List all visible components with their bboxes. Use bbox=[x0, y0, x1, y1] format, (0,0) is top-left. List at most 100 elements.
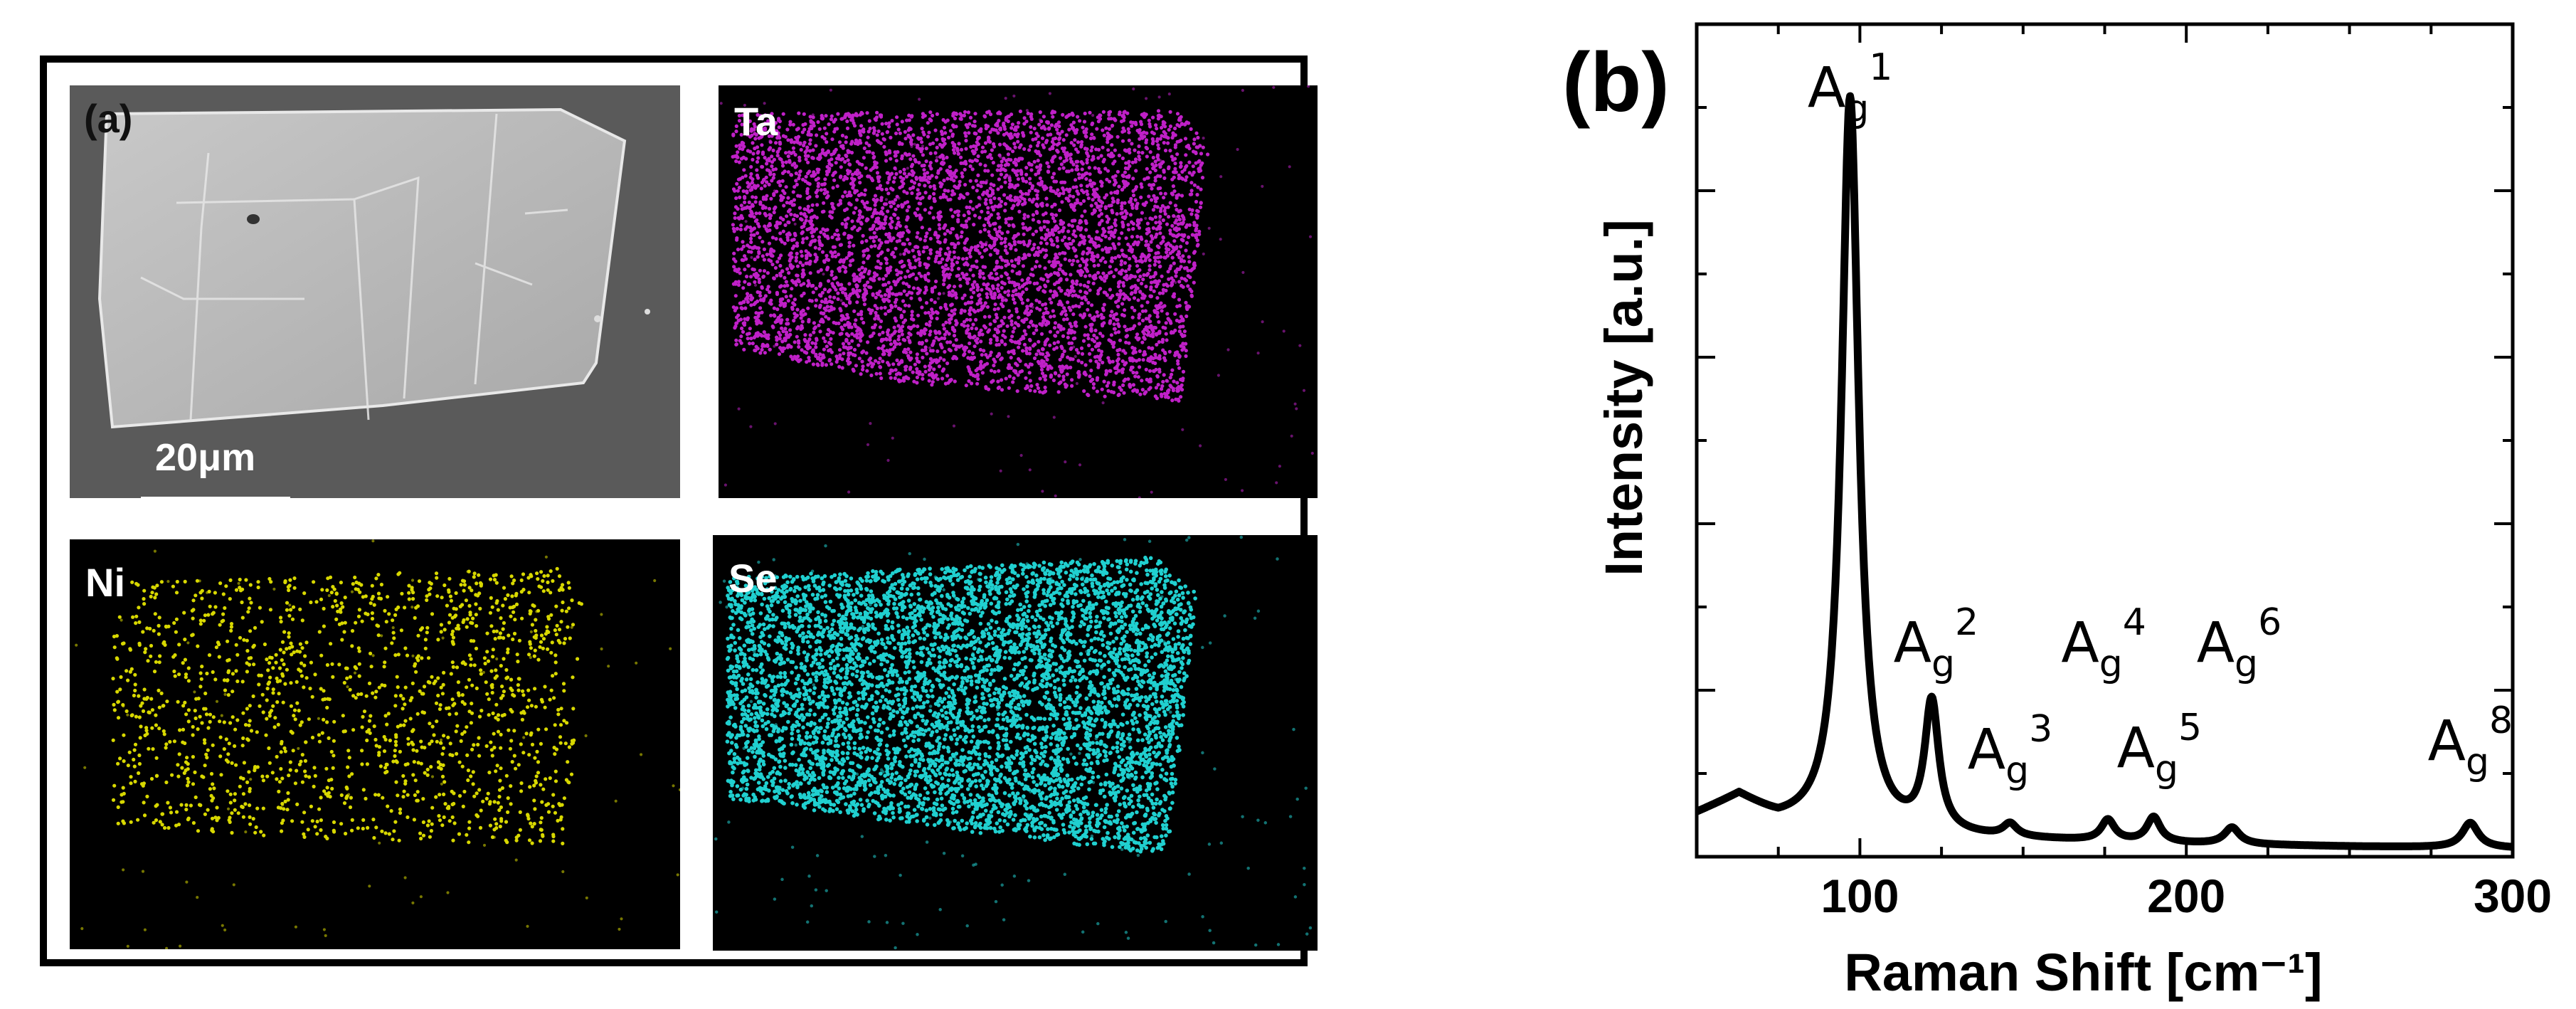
map-dot bbox=[870, 226, 874, 231]
map-dot bbox=[1002, 193, 1007, 197]
map-dot bbox=[735, 238, 739, 242]
map-dot bbox=[1088, 179, 1093, 183]
map-dot bbox=[874, 217, 879, 221]
map-dot bbox=[1122, 391, 1126, 395]
map-dot bbox=[732, 265, 736, 269]
map-dot bbox=[775, 273, 779, 278]
map-dot bbox=[1127, 147, 1131, 152]
map-dot bbox=[757, 136, 761, 140]
map-dot bbox=[1175, 208, 1179, 212]
map-dot bbox=[973, 112, 977, 116]
map-dot bbox=[1206, 152, 1210, 157]
map-dot bbox=[972, 344, 977, 349]
map-dot bbox=[1148, 275, 1152, 280]
map-dot bbox=[924, 287, 928, 292]
map-dot bbox=[1184, 153, 1188, 157]
map-dot bbox=[765, 180, 769, 184]
map-dot bbox=[1106, 169, 1111, 173]
map-dot bbox=[874, 295, 878, 300]
map-dot bbox=[1060, 228, 1064, 233]
map-dot bbox=[838, 356, 842, 360]
map-dot bbox=[949, 317, 953, 321]
map-dot bbox=[1194, 226, 1199, 231]
map-dot bbox=[1111, 316, 1115, 320]
map-dot bbox=[946, 256, 951, 260]
map-dot bbox=[1127, 130, 1131, 134]
map-dot bbox=[1105, 214, 1109, 218]
map-dot bbox=[1032, 356, 1037, 361]
map-dot bbox=[745, 189, 749, 194]
map-dot bbox=[946, 285, 950, 290]
map-dot bbox=[1005, 196, 1009, 200]
map-dot bbox=[1179, 161, 1183, 165]
map-dot bbox=[1152, 263, 1157, 267]
map-dot bbox=[770, 179, 774, 183]
map-dot bbox=[1176, 359, 1180, 363]
map-dot bbox=[896, 216, 900, 221]
map-dot bbox=[1056, 302, 1061, 307]
map-dot bbox=[916, 207, 920, 211]
map-dot bbox=[894, 246, 898, 250]
map-dot bbox=[775, 342, 779, 347]
map-dot bbox=[847, 201, 852, 206]
map-dot bbox=[1154, 123, 1158, 127]
map-dot bbox=[1071, 312, 1076, 317]
map-dot bbox=[768, 146, 773, 150]
map-dot bbox=[882, 297, 887, 302]
map-dot bbox=[892, 325, 896, 329]
map-dot bbox=[1110, 143, 1114, 147]
map-dot bbox=[811, 348, 815, 352]
map-dot bbox=[1023, 254, 1027, 258]
map-dot bbox=[1121, 224, 1125, 229]
map-dot bbox=[973, 158, 977, 162]
map-dot bbox=[1187, 260, 1192, 264]
map-dot bbox=[731, 305, 736, 310]
map-dot bbox=[876, 361, 881, 365]
map-dot bbox=[1076, 150, 1080, 154]
map-dot bbox=[1007, 147, 1012, 151]
map-dot bbox=[952, 250, 956, 254]
map-dot bbox=[1039, 277, 1044, 281]
map-dot bbox=[801, 177, 805, 181]
map-dot bbox=[996, 329, 1001, 334]
map-dot bbox=[1131, 226, 1135, 231]
map-dot bbox=[1126, 127, 1130, 131]
map-dot bbox=[857, 288, 862, 293]
map-dot bbox=[958, 117, 963, 121]
map-dot bbox=[1055, 236, 1059, 240]
map-dot bbox=[1109, 134, 1113, 139]
map-dot bbox=[760, 206, 765, 211]
map-dot bbox=[878, 325, 882, 329]
map-dot bbox=[968, 255, 972, 259]
map-dot bbox=[847, 244, 852, 248]
map-dot bbox=[931, 113, 935, 118]
map-dot bbox=[978, 275, 982, 279]
map-dot bbox=[1187, 255, 1191, 259]
map-dot bbox=[1012, 376, 1016, 381]
map-dot bbox=[1135, 218, 1140, 222]
map-dot bbox=[775, 307, 780, 312]
map-dot bbox=[889, 157, 893, 161]
map-dot bbox=[1154, 221, 1158, 225]
map-dot bbox=[1079, 144, 1083, 149]
map-dot bbox=[932, 339, 936, 343]
map-dot bbox=[877, 332, 881, 337]
map-dot bbox=[755, 168, 759, 172]
map-dot bbox=[905, 208, 909, 213]
map-dot bbox=[1078, 263, 1082, 268]
map-dot bbox=[756, 112, 760, 117]
map-dot bbox=[1117, 270, 1121, 275]
map-dot bbox=[778, 300, 783, 304]
map-dot bbox=[731, 133, 736, 137]
map-dot bbox=[1045, 203, 1049, 207]
map-dot bbox=[925, 231, 929, 236]
map-dot bbox=[737, 160, 741, 164]
map-dot bbox=[950, 189, 955, 194]
map-dot bbox=[898, 131, 902, 135]
map-dot bbox=[1031, 137, 1035, 142]
map-dot bbox=[910, 313, 914, 317]
map-dot bbox=[1120, 220, 1125, 225]
map-dot bbox=[1144, 317, 1148, 321]
map-dot bbox=[943, 189, 948, 193]
map-dot bbox=[1054, 293, 1059, 297]
